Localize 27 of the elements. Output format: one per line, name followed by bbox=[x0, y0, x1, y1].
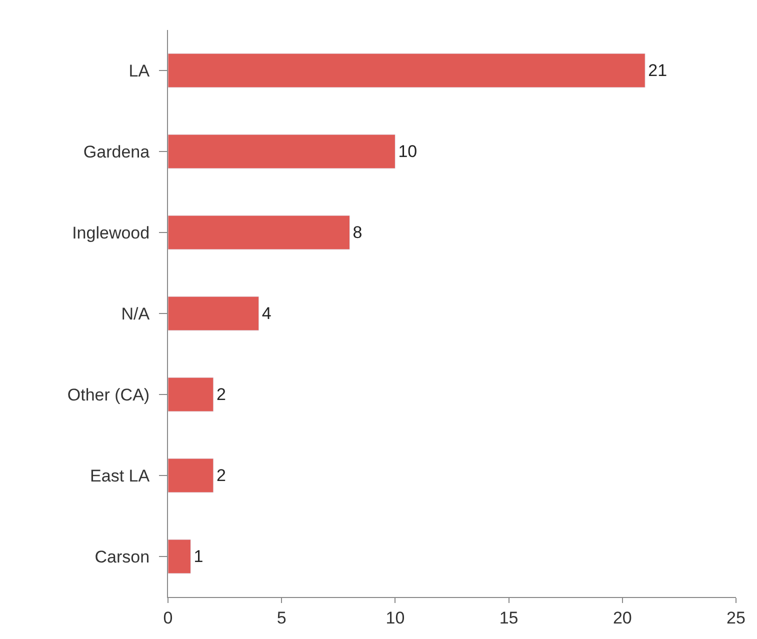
y-tick-label: Gardena bbox=[83, 142, 150, 162]
x-tick-label: 15 bbox=[499, 608, 518, 628]
x-tick-label: 20 bbox=[612, 608, 632, 628]
y-tick-label: Carson bbox=[94, 547, 150, 566]
bar bbox=[168, 296, 260, 331]
y-tick-label: Other (CA) bbox=[67, 385, 150, 404]
data-label: 21 bbox=[648, 61, 668, 80]
x-tick-label: 10 bbox=[386, 608, 405, 628]
bar bbox=[168, 377, 214, 412]
data-label: 4 bbox=[262, 304, 272, 323]
bar bbox=[168, 134, 396, 169]
data-label: 10 bbox=[398, 142, 418, 161]
y-tick-label: East LA bbox=[90, 466, 150, 486]
y-tick-label: N/A bbox=[121, 304, 150, 324]
data-label: 1 bbox=[194, 547, 204, 566]
data-label: 8 bbox=[352, 223, 362, 242]
bar bbox=[168, 53, 646, 88]
x-tick-label: 25 bbox=[726, 608, 746, 628]
y-tick-label: Inglewood bbox=[72, 223, 150, 242]
bar bbox=[168, 215, 350, 250]
x-tick-label: 5 bbox=[276, 608, 286, 628]
data-label: 2 bbox=[216, 466, 226, 485]
bar bbox=[168, 458, 214, 493]
x-tick-label: 0 bbox=[163, 608, 173, 628]
y-tick-label: LA bbox=[128, 61, 150, 80]
bar bbox=[168, 539, 191, 574]
data-label: 2 bbox=[216, 385, 226, 404]
